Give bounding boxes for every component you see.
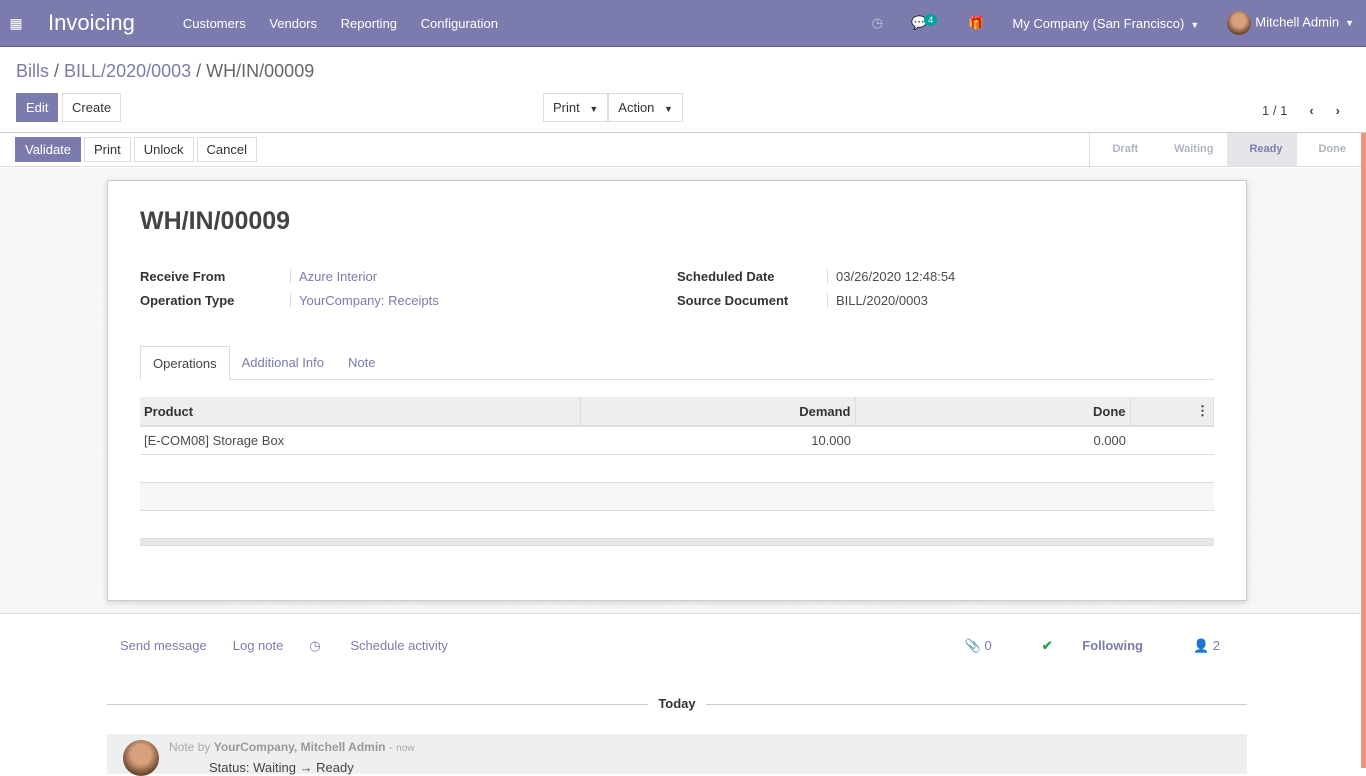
receive-from-label: Receive From: [140, 269, 226, 284]
status-steps: Draft Waiting Ready Done: [1089, 133, 1360, 166]
scrollbar[interactable]: [1361, 133, 1366, 768]
note-prefix: Note by: [169, 740, 211, 754]
chevron-right-icon[interactable]: ›: [1335, 103, 1340, 118]
menu-reporting[interactable]: Reporting: [340, 15, 398, 31]
caret-down-icon: ▼: [1190, 19, 1200, 30]
edit-button[interactable]: Edit: [16, 93, 59, 122]
control-panel: Bills / BILL/2020/0003 / WH/IN/00009 Edi…: [0, 47, 1366, 133]
col-product[interactable]: Product: [140, 397, 581, 427]
clock-icon: ◷: [309, 638, 325, 653]
print-label: Print: [553, 100, 580, 115]
col-demand[interactable]: Demand: [580, 397, 856, 427]
menu-configuration[interactable]: Configuration: [420, 15, 498, 31]
action-dropdown[interactable]: Action ▼: [608, 93, 683, 122]
breadcrumb: Bills / BILL/2020/0003 / WH/IN/00009: [16, 61, 315, 81]
operation-type-link[interactable]: YourCompany: Receipts: [290, 293, 439, 308]
chatter-message: Note by YourCompany, Mitchell Admin - no…: [107, 734, 1247, 776]
scheduled-date-value: 03/26/2020 12:48:54: [827, 269, 955, 284]
step-draft: Draft: [1112, 143, 1139, 155]
step-done: Done: [1318, 143, 1347, 155]
record-title: WH/IN/00009: [140, 207, 291, 235]
messages-icon[interactable]: 💬4: [911, 14, 940, 31]
today-label: Today: [648, 696, 706, 711]
following-button[interactable]: ✔ Following: [1042, 638, 1169, 654]
gift-icon[interactable]: 🎁: [968, 15, 985, 30]
followers-count: 2: [1212, 638, 1220, 653]
unlock-button[interactable]: Unlock: [133, 137, 194, 162]
action-label: Action: [618, 100, 655, 115]
cell-product: [E-COM08] Storage Box: [140, 426, 580, 455]
operation-type-label: Operation Type: [140, 293, 235, 308]
check-icon: ✔: [1041, 638, 1057, 653]
validate-button[interactable]: Validate: [15, 137, 82, 162]
menu-vendors[interactable]: Vendors: [269, 15, 318, 31]
tab-additional-info[interactable]: Additional Info: [241, 355, 324, 370]
messages-count-badge: 4: [924, 14, 938, 26]
menu-customers[interactable]: Customers: [182, 15, 246, 31]
step-ready: Ready: [1227, 133, 1297, 166]
apps-menu-icon[interactable]: ▦: [9, 14, 23, 31]
scheduled-date-label: Scheduled Date: [677, 269, 775, 284]
breadcrumb-bill[interactable]: BILL/2020/0003: [64, 61, 192, 81]
chatter-topbar: Send message Log note ◷ Schedule activit…: [120, 638, 1246, 654]
print-button[interactable]: Print: [84, 137, 131, 162]
tab-note[interactable]: Note: [348, 355, 376, 370]
following-label: Following: [1082, 638, 1143, 653]
notebook-tabs: Operations Additional Info Note: [140, 346, 1214, 380]
date-separator: Today: [107, 696, 1247, 711]
user-menu[interactable]: Mitchell Admin ▼: [1227, 11, 1354, 35]
log-note-button[interactable]: Log note: [232, 638, 284, 653]
cancel-button[interactable]: Cancel: [196, 137, 257, 162]
activity-clock-icon[interactable]: ◷: [871, 15, 883, 30]
statusbar: Validate Print Unlock Cancel Draft Waiti…: [0, 133, 1366, 167]
note-time: now: [396, 743, 415, 754]
attachments-count: 0: [984, 638, 992, 653]
caret-down-icon: ▼: [589, 104, 599, 114]
avatar: [1227, 11, 1252, 35]
create-button[interactable]: Create: [62, 93, 122, 122]
user-name: Mitchell Admin: [1255, 14, 1340, 30]
followers-button[interactable]: 👤 2: [1192, 638, 1220, 653]
caret-down-icon: ▼: [1345, 18, 1354, 29]
attachments-button[interactable]: 📎 0: [964, 638, 992, 653]
caret-down-icon: ▼: [664, 104, 673, 114]
form-sheet: WH/IN/00009 Receive From Azure Interior …: [107, 180, 1247, 601]
cell-demand: 10.000: [580, 426, 855, 455]
receive-from-link[interactable]: Azure Interior: [290, 269, 439, 284]
source-document-label: Source Document: [677, 293, 789, 308]
column-options-icon[interactable]: ⋮: [1130, 397, 1214, 427]
operations-table: Product Demand Done ⋮ [E-COM08] Storage Box…: [140, 397, 1214, 546]
company-switcher[interactable]: My Company (San Francisco) ▼: [1012, 16, 1199, 31]
col-done[interactable]: Done: [855, 397, 1131, 427]
table-row[interactable]: [E-COM08] Storage Box 10.000 0.000: [140, 426, 1214, 455]
pager-value[interactable]: 1 / 1: [1262, 103, 1288, 118]
tab-operations[interactable]: Operations: [140, 346, 230, 380]
company-name: My Company (San Francisco): [1012, 15, 1185, 31]
breadcrumb-current: WH/IN/00009: [206, 61, 315, 81]
breadcrumb-bills[interactable]: Bills: [16, 61, 50, 81]
schedule-label: Schedule activity: [350, 638, 448, 653]
note-author[interactable]: YourCompany, Mitchell Admin: [213, 740, 386, 754]
print-dropdown[interactable]: Print ▼: [543, 93, 609, 122]
avatar: [123, 740, 159, 776]
source-document-value: BILL/2020/0003: [827, 293, 955, 308]
chevron-left-icon[interactable]: ‹: [1309, 103, 1314, 118]
send-message-button[interactable]: Send message: [120, 638, 207, 653]
step-waiting: Waiting: [1174, 143, 1214, 155]
cell-done: 0.000: [855, 426, 1130, 455]
schedule-activity-button[interactable]: ◷ Schedule activity: [309, 638, 474, 654]
top-navbar: ▦ Invoicing Customers Vendors Reporting …: [0, 0, 1366, 47]
app-title: Invoicing: [48, 10, 135, 35]
